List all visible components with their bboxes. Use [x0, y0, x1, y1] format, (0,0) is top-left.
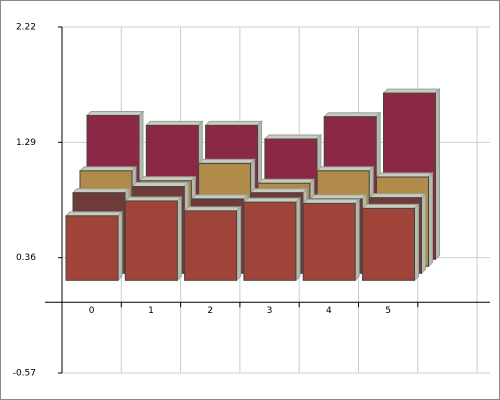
- bar-top-face: [64, 211, 124, 217]
- bar: [65, 215, 119, 281]
- x-tick-label: 4: [326, 306, 332, 316]
- y-tick-label: 1.29: [16, 138, 36, 148]
- bar: [124, 200, 178, 281]
- bar-side-face: [354, 198, 360, 282]
- bar-side-face: [421, 192, 426, 275]
- bar-top-face: [368, 193, 427, 199]
- x-tick-label: 2: [207, 306, 213, 316]
- x-tick-label: 0: [89, 306, 95, 316]
- bar-top-face: [183, 206, 242, 212]
- y-tick-label: 0.36: [16, 253, 36, 263]
- y-tick-label: -0.57: [13, 369, 36, 379]
- bar-top-face: [145, 120, 204, 126]
- bar-side-face: [295, 196, 301, 282]
- bar-3d: [183, 205, 242, 282]
- bar-side-face: [435, 87, 440, 261]
- bar: [302, 202, 356, 281]
- y-tick-label: 2.22: [16, 23, 36, 33]
- bar-top-face: [78, 166, 138, 172]
- bar-3d: [301, 198, 361, 282]
- bar-3d: [64, 210, 124, 282]
- bar-top-face: [308, 194, 368, 200]
- bar-top-face: [322, 112, 382, 118]
- bar-top-face: [315, 166, 375, 172]
- bar-3d: [124, 195, 183, 282]
- bar-top-face: [256, 178, 316, 184]
- bar-3d: [242, 196, 302, 282]
- bar-top-face: [190, 194, 249, 200]
- bar-top-face: [375, 172, 434, 178]
- bar-side-face: [236, 205, 242, 282]
- bar-top-face: [197, 158, 256, 164]
- bar-side-face: [414, 203, 419, 282]
- bar-top-face: [204, 120, 263, 126]
- bar-top-face: [242, 197, 302, 203]
- bar: [243, 201, 297, 281]
- bar-top-face: [131, 182, 190, 188]
- bar: [184, 210, 238, 281]
- bar-top-face: [138, 176, 197, 182]
- bar-top-face: [249, 188, 309, 194]
- bar-top-face: [361, 203, 420, 209]
- bar-top-face: [301, 198, 361, 204]
- bar-side-face: [428, 171, 433, 268]
- bar-top-face: [85, 110, 145, 116]
- bar-3d: [361, 203, 420, 282]
- bar-side-face: [117, 210, 123, 282]
- bar: [362, 207, 415, 281]
- x-tick-label: 5: [385, 306, 391, 316]
- bar-top-face: [124, 196, 183, 202]
- x-tick-label: 1: [148, 306, 154, 316]
- bar-side-face: [176, 195, 182, 282]
- bar-top-face: [382, 88, 441, 94]
- bar-top-face: [71, 188, 131, 194]
- x-tick-label: 3: [267, 306, 273, 316]
- bar-top-face: [263, 134, 323, 140]
